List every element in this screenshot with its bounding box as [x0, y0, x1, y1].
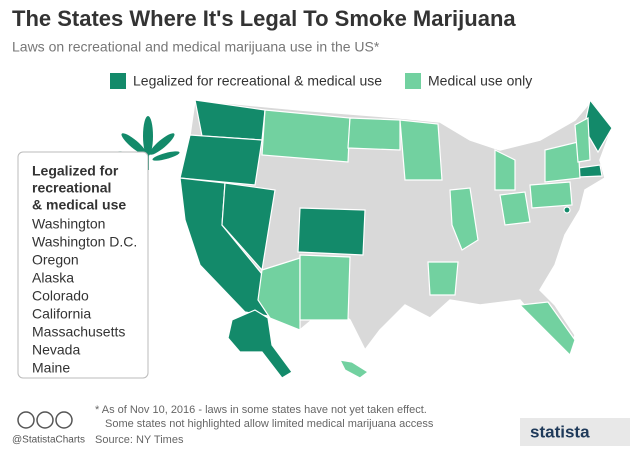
state-pennsylvania [529, 181, 573, 209]
state-name: Washington D.C. [32, 234, 137, 250]
dc [563, 206, 571, 214]
cc-icons [17, 411, 73, 429]
list-box [17, 151, 149, 379]
state-name: Alaska [32, 270, 74, 286]
handle: @StatistaCharts [12, 435, 85, 446]
state-florida [518, 301, 576, 357]
legend-label: Medical use only [428, 73, 532, 89]
state-new-mexico [299, 254, 351, 321]
state-name: Maine [32, 360, 70, 376]
state-oregon [179, 134, 263, 186]
box-title: recreational [32, 180, 111, 196]
state-michigan [494, 149, 516, 191]
state-arizona [257, 257, 301, 331]
logo: statista [530, 422, 590, 441]
footnote: Some states not highlighted allow limite… [105, 418, 434, 430]
box-title: & medical use [32, 197, 126, 213]
subtitle: Laws on recreational and medical marijua… [12, 39, 380, 55]
legend-swatch [405, 73, 421, 89]
state-alaska [227, 309, 293, 379]
source: Source: NY Times [95, 434, 184, 446]
state-name: Washington [32, 216, 105, 232]
state-hawaii [338, 359, 370, 379]
state-name: Massachusetts [32, 324, 125, 340]
legend-label: Legalized for recreational & medical use [133, 73, 382, 89]
box-title: Legalized for [32, 163, 119, 179]
footnote: * As of Nov 10, 2016 - laws in some stat… [95, 404, 427, 416]
state-name: Oregon [32, 252, 79, 268]
state-name: Nevada [32, 342, 80, 358]
state-colorado [297, 207, 366, 256]
state-name: Colorado [32, 288, 89, 304]
state-new-york [544, 141, 581, 183]
state-ohio [499, 191, 531, 226]
state-minnesota [399, 119, 443, 181]
state-illinois [449, 187, 479, 251]
state-north-dakota [347, 117, 401, 151]
state-new-england [574, 117, 591, 163]
state-arkansas [427, 261, 459, 296]
us-map [179, 98, 613, 379]
title: The States Where It's Legal To Smoke Mar… [12, 6, 516, 31]
legend-swatch [110, 73, 126, 89]
state-montana [261, 109, 351, 163]
logo-bg [520, 418, 630, 446]
state-name: California [32, 306, 91, 322]
